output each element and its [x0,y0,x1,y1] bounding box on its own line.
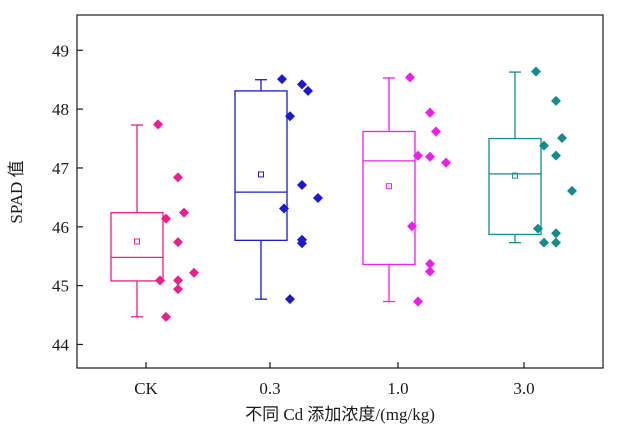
data-point-2-4 [425,151,435,162]
data-point-0-7 [173,275,183,286]
y-tick-label-47: 47 [52,159,70,178]
x-axis-ticks: CK 0.3 1.0 3.0 [134,362,535,398]
data-point-1-1 [297,79,307,90]
data-point-2-1 [425,107,435,118]
data-point-2-7 [425,258,435,269]
mean-marker [134,238,140,245]
data-point-0-9 [161,311,171,322]
data-point-3-6 [533,223,543,234]
box-group-2 [362,77,416,303]
data-point-1-5 [313,192,323,203]
data-point-1-2 [303,85,313,96]
mean-marker [512,172,518,179]
x-tick-label-2: 1.0 [387,379,408,398]
data-point-1-6 [279,203,289,214]
data-point-2-6 [407,221,417,232]
data-point-0-2 [179,207,189,218]
box-group-0 [110,124,164,318]
box-group-1 [234,79,288,300]
data-point-1-3 [285,111,295,122]
y-tick-label-49: 49 [52,41,69,60]
data-point-0-1 [173,172,183,183]
y-axis-label: SPAD 值 [7,160,26,223]
box-iqr [488,137,542,236]
x-tick-label-1: 0.3 [259,379,280,398]
data-point-3-8 [551,237,561,248]
y-tick-label-44: 44 [52,335,70,354]
scatter-points [153,66,577,322]
box-iqr [234,90,288,241]
x-tick-label-3: 3.0 [513,379,534,398]
data-point-1-8 [297,238,307,249]
y-axis-ticks: 44 45 46 47 48 49 [52,41,83,354]
data-point-2-0 [405,72,415,83]
x-tick-label-0: CK [134,379,158,398]
data-point-1-9 [285,294,295,305]
data-point-3-4 [551,150,561,161]
box-iqr [362,130,416,266]
box-plots [110,71,542,318]
data-point-2-8 [425,266,435,277]
data-point-1-4 [297,180,307,191]
y-tick-label-45: 45 [52,277,69,296]
data-point-0-8 [173,284,183,295]
data-point-3-1 [551,95,561,106]
data-point-3-5 [567,185,577,196]
data-point-0-4 [173,237,183,248]
y-tick-label-46: 46 [52,218,69,237]
data-point-2-9 [413,296,423,307]
data-point-3-7 [551,228,561,239]
data-point-3-2 [557,132,567,143]
y-tick-label-48: 48 [52,100,69,119]
data-point-0-5 [189,267,199,278]
data-point-0-0 [153,119,163,130]
data-point-3-0 [531,66,541,77]
data-point-1-0 [277,74,287,85]
box-iqr [110,212,164,282]
data-point-0-3 [161,213,171,224]
data-point-3-9 [539,237,549,248]
box-group-3 [488,71,542,244]
data-point-2-3 [413,150,423,161]
mean-marker [258,171,264,178]
mean-marker [386,183,392,190]
data-point-2-5 [441,157,451,168]
plot-frame [76,14,604,369]
data-point-3-3 [539,140,549,151]
data-point-2-2 [431,126,441,137]
data-point-0-6 [155,275,165,286]
x-axis-label: 不同 Cd 添加浓度/(mg/kg) [245,405,435,424]
